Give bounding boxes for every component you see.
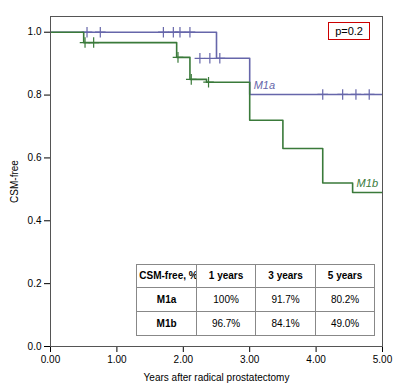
svg-text:0.00: 0.00 [41, 354, 61, 365]
html-text:91.7%: 91.7% [271, 294, 300, 306]
html-text:84.1%: 84.1% [271, 318, 300, 330]
svg-text:0.8: 0.8 [28, 89, 42, 100]
html-text:49.0%: 49.0% [330, 318, 360, 330]
svg-text:0.6: 0.6 [28, 152, 42, 163]
html-text:80.2%: 80.2% [330, 294, 360, 306]
html-text:CSM-free, %: CSM-free, % [139, 270, 198, 282]
svg-text:4.00: 4.00 [306, 354, 326, 365]
svg-text:CSM-free: CSM-free [9, 160, 20, 203]
svg-text:Years after radical prostatect: Years after radical prostatectomy [144, 372, 290, 383]
svg-text:M1b: M1b [357, 177, 378, 189]
svg-text:M1a: M1a [254, 79, 275, 91]
svg-text:3.00: 3.00 [240, 354, 260, 365]
html-text:100%: 100% [213, 294, 239, 306]
html-text:p=0.2: p=0.2 [335, 25, 363, 37]
html-text:96.7%: 96.7% [211, 318, 241, 330]
html-text:5 years: 5 years [327, 270, 363, 282]
svg-text:0.0: 0.0 [28, 341, 42, 352]
svg-text:0.2: 0.2 [28, 278, 42, 289]
svg-text:0.4: 0.4 [28, 215, 42, 226]
html-text:M1b: M1b [156, 318, 177, 330]
svg-text:2.00: 2.00 [174, 354, 194, 365]
svg-text:1.0: 1.0 [28, 26, 42, 37]
svg-text:1.00: 1.00 [107, 354, 127, 365]
html-text:3 years: 3 years [268, 270, 303, 282]
html-text:1 years: 1 years [208, 270, 244, 282]
html-text:M1a: M1a [156, 294, 177, 306]
svg-text:5.00: 5.00 [373, 354, 393, 365]
